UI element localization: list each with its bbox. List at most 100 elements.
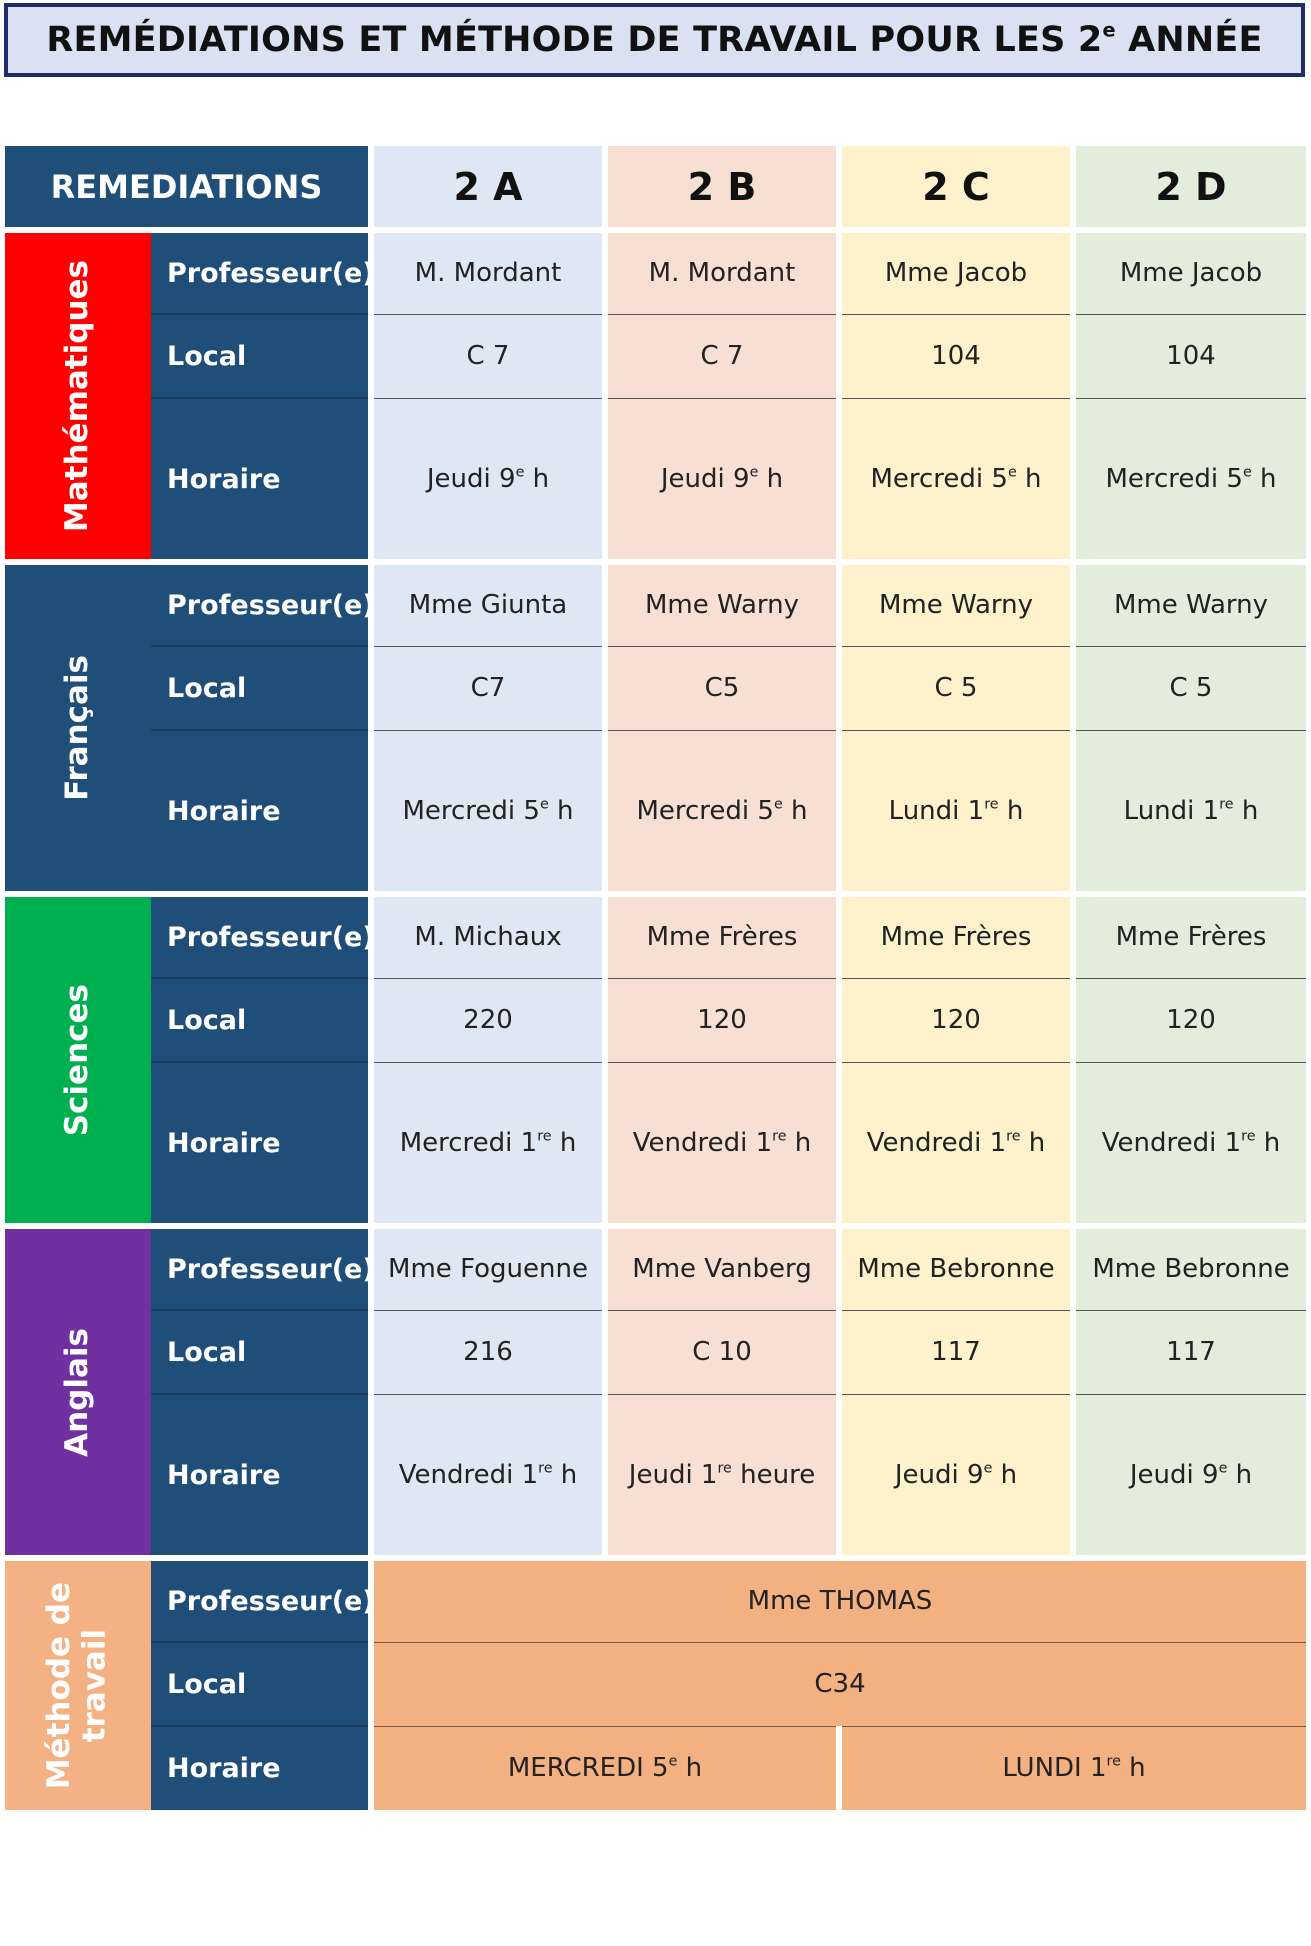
cell-local: 104 [1070, 314, 1306, 399]
header-2d: 2 D [1070, 146, 1306, 233]
cell-local: C7 [368, 646, 605, 731]
row-label-horaire: Horaire [151, 730, 371, 897]
cell-prof: M. Mordant [368, 230, 605, 315]
cell-horaire: Jeudi 9e h [1070, 1394, 1306, 1561]
cell-local: C 7 [368, 314, 605, 399]
subject-label: Français [5, 562, 151, 897]
methode-row-local: Local C34 [5, 1642, 1306, 1727]
methode-horaire-right: LUNDI 1re h [836, 1726, 1306, 1810]
page-title-text: REMÉDIATIONS ET MÉTHODE DE TRAVAIL POUR … [46, 18, 1263, 60]
cell-local: 120 [602, 978, 839, 1063]
page-title: REMÉDIATIONS ET MÉTHODE DE TRAVAIL POUR … [4, 3, 1305, 77]
cell-horaire: Jeudi 9e h [368, 398, 605, 565]
row-label-horaire: Horaire [151, 1062, 371, 1229]
cell-prof: Mme Warny [836, 562, 1073, 647]
cell-horaire: Jeudi 1re heure [602, 1394, 839, 1561]
cell-horaire: Mercredi 5e h [836, 398, 1073, 565]
subject-name: Français [59, 655, 96, 801]
subject-label: Mathématiques [5, 230, 151, 565]
cell-prof: Mme Warny [602, 562, 839, 647]
cell-prof: Mme Bebronne [1070, 1226, 1306, 1311]
methode-local: C34 [368, 1642, 1306, 1727]
row-label-local: Local [151, 978, 371, 1063]
cell-prof: Mme Foguenne [368, 1226, 605, 1311]
cell-horaire: Mercredi 5e h [1070, 398, 1306, 565]
subject-label: Sciences [5, 894, 151, 1229]
subject-name: Sciences [59, 983, 96, 1137]
subject-row-horaire: Horaire Vendredi 1re h Jeudi 1re heure Jeud… [5, 1394, 1306, 1561]
cell-horaire: Mercredi 5e h [602, 730, 839, 897]
cell-prof: Mme Vanberg [602, 1226, 839, 1311]
row-label-horaire: Horaire [151, 1726, 371, 1810]
subject-row-prof: Français Professeur(e) Mme Giunta Mme Warny… [5, 562, 1306, 897]
subject-label: Anglais [5, 1226, 151, 1561]
row-label-prof: Professeur(e) [151, 1558, 371, 1643]
header-2a: 2 A [368, 146, 605, 233]
cell-horaire: Vendredi 1re h [836, 1062, 1073, 1229]
row-label-local: Local [151, 314, 371, 399]
cell-prof: M. Mordant [602, 230, 839, 315]
methode-prof: Mme THOMAS [368, 1558, 1306, 1643]
row-label-prof: Professeur(e) [151, 1226, 371, 1311]
subject-row-prof: Anglais Professeur(e) Mme Foguenne Mme Vanb… [5, 1226, 1306, 1561]
methode-name: Méthode de travail [41, 1581, 113, 1790]
cell-local: 120 [1070, 978, 1306, 1063]
cell-local: C5 [602, 646, 839, 731]
cell-horaire: Vendredi 1re h [1070, 1062, 1306, 1229]
subject-methode-label: Méthode de travail [5, 1558, 151, 1810]
cell-horaire: Mercredi 1re h [368, 1062, 605, 1229]
row-label-horaire: Horaire [151, 398, 371, 565]
cell-prof: Mme Frères [1070, 894, 1306, 979]
cell-horaire: Vendredi 1re h [368, 1394, 605, 1561]
header-2c: 2 C [836, 146, 1073, 233]
row-label-prof: Professeur(e) [151, 562, 371, 647]
methode-row-prof: Méthode de travail Professeur(e) Mme THOM… [5, 1558, 1306, 1810]
cell-horaire: Jeudi 9e h [836, 1394, 1073, 1561]
cell-local: 220 [368, 978, 605, 1063]
subject-row-horaire: Horaire Mercredi 5e h Mercredi 5e h Lundi 1… [5, 730, 1306, 897]
cell-local: 117 [1070, 1310, 1306, 1395]
cell-prof: Mme Jacob [836, 230, 1073, 315]
cell-horaire: Lundi 1re h [836, 730, 1073, 897]
cell-horaire: Jeudi 9e h [602, 398, 839, 565]
subject-row-prof: Mathématiques Professeur(e) M. Mordant M. M… [5, 230, 1306, 565]
header-corner: REMEDIATIONS [5, 146, 374, 233]
cell-local: 120 [836, 978, 1073, 1063]
cell-horaire: Mercredi 5e h [368, 730, 605, 897]
header-2b: 2 B [602, 146, 839, 233]
subject-row-local: Local 220 120 120 120 [5, 978, 1306, 1063]
subject-row-local: Local 216 C 10 117 117 [5, 1310, 1306, 1395]
row-label-prof: Professeur(e) [151, 894, 371, 979]
cell-local: 104 [836, 314, 1073, 399]
cell-horaire: Lundi 1re h [1070, 730, 1306, 897]
subject-row-horaire: Horaire Mercredi 1re h Vendredi 1re h Vendr… [5, 1062, 1306, 1229]
row-label-local: Local [151, 646, 371, 731]
subject-name: Mathématiques [59, 259, 96, 533]
cell-local: 117 [836, 1310, 1073, 1395]
subject-row-prof: Sciences Professeur(e) M. Michaux Mme Frère… [5, 894, 1306, 1229]
row-label-prof: Professeur(e) [151, 230, 371, 315]
remediation-table: REMEDIATIONS 2 A 2 B 2 C 2 D Mathématiqu… [5, 146, 1306, 1810]
cell-local: C 5 [1070, 646, 1306, 731]
cell-local: C 7 [602, 314, 839, 399]
cell-prof: Mme Jacob [1070, 230, 1306, 315]
subject-row-horaire: Horaire Jeudi 9e h Jeudi 9e h Mercredi 5e h… [5, 398, 1306, 565]
row-label-local: Local [151, 1310, 371, 1395]
cell-prof: Mme Giunta [368, 562, 605, 647]
cell-prof: Mme Frères [836, 894, 1073, 979]
methode-horaire-left: MERCREDI 5e h [368, 1726, 839, 1810]
methode-row-horaire: Horaire MERCREDI 5e h LUNDI 1re h [5, 1726, 1306, 1810]
cell-prof: Mme Bebronne [836, 1226, 1073, 1311]
cell-prof: M. Michaux [368, 894, 605, 979]
header-row: REMEDIATIONS 2 A 2 B 2 C 2 D [5, 146, 1306, 233]
row-label-horaire: Horaire [151, 1394, 371, 1561]
cell-prof: Mme Warny [1070, 562, 1306, 647]
cell-local: C 10 [602, 1310, 839, 1395]
cell-prof: Mme Frères [602, 894, 839, 979]
subject-name: Anglais [59, 1327, 96, 1457]
cell-local: C 5 [836, 646, 1073, 731]
cell-horaire: Vendredi 1re h [602, 1062, 839, 1229]
cell-local: 216 [368, 1310, 605, 1395]
